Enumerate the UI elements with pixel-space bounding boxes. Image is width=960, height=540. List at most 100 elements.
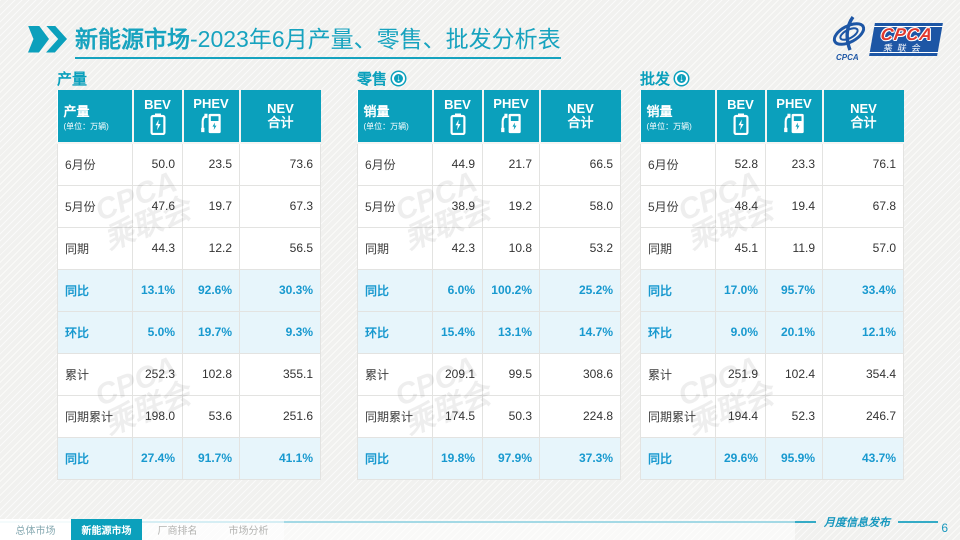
cell-value: 92.6% bbox=[182, 268, 240, 312]
rule-line bbox=[898, 521, 938, 523]
cell-value: 19.7 bbox=[182, 184, 240, 228]
col-header-bev: BEV bbox=[715, 90, 767, 144]
cell-value: 42.3 bbox=[432, 226, 483, 270]
cell-value: 9.3% bbox=[239, 310, 321, 354]
cell-value: 50.3 bbox=[482, 394, 540, 438]
cell-value: 12.1% bbox=[822, 310, 904, 354]
cell-value: 11.9 bbox=[765, 226, 823, 270]
tab-bar-filler bbox=[284, 519, 795, 540]
page-title-emphasis: 新能源市场 bbox=[75, 25, 190, 52]
cell-value: 251.6 bbox=[239, 394, 321, 438]
cell-value: 43.7% bbox=[822, 436, 904, 480]
charger-icon bbox=[500, 113, 521, 134]
cell-value: 194.4 bbox=[715, 394, 766, 438]
footer-nav-tabs: 总体市场 新能源市场 厂商排名 市场分析 bbox=[0, 519, 795, 540]
chevron-right-icon bbox=[46, 25, 67, 53]
row-label: 环比 bbox=[357, 310, 433, 354]
row-label: 累计 bbox=[57, 352, 133, 396]
cell-value: 308.6 bbox=[539, 352, 621, 396]
table-row: 同期 42.3 10.8 53.2 bbox=[357, 226, 621, 270]
cell-value: 13.1% bbox=[482, 310, 540, 354]
cell-value: 58.0 bbox=[539, 184, 621, 228]
table-row: 累计 209.1 99.5 308.6 bbox=[357, 352, 621, 396]
cell-value: 20.1% bbox=[765, 310, 823, 354]
cell-value: 99.5 bbox=[482, 352, 540, 396]
page-title: 新能源市场-2023年6月产量、零售、批发分析表 bbox=[75, 20, 561, 59]
table-row: 同比 17.0% 95.7% 33.4% bbox=[640, 268, 904, 312]
tab-overall-market[interactable]: 总体市场 bbox=[0, 519, 71, 540]
row-label: 同期 bbox=[640, 226, 716, 270]
cell-value: 95.7% bbox=[765, 268, 823, 312]
cell-value: 252.3 bbox=[132, 352, 183, 396]
table-row: 同比 6.0% 100.2% 25.2% bbox=[357, 268, 621, 312]
cell-value: 57.0 bbox=[822, 226, 904, 270]
cell-value: 10.8 bbox=[482, 226, 540, 270]
cell-value: 13.1% bbox=[132, 268, 183, 312]
cpca-emblem-icon: CPCA bbox=[832, 16, 865, 62]
row-label: 5月份 bbox=[640, 184, 716, 228]
cpca-badge: CPCA 乘联会 bbox=[868, 22, 943, 56]
row-label: 6月份 bbox=[357, 142, 433, 186]
cell-value: 251.9 bbox=[715, 352, 766, 396]
col-header-bev: BEV bbox=[132, 90, 184, 144]
table-row: 同比 19.8% 97.9% 37.3% bbox=[357, 436, 621, 480]
row-label: 同比 bbox=[57, 268, 133, 312]
cell-value: 38.9 bbox=[432, 184, 483, 228]
table-header-row: 销量 (单位：万辆) BEV PHEV NEV 合计 bbox=[640, 90, 904, 144]
row-label: 环比 bbox=[640, 310, 716, 354]
cell-value: 102.8 bbox=[182, 352, 240, 396]
col-header-phev: PHEV bbox=[482, 90, 541, 144]
corner-header-unit: (单位：万辆) bbox=[646, 121, 692, 131]
cell-value: 6.0% bbox=[432, 268, 483, 312]
cell-value: 67.8 bbox=[822, 184, 904, 228]
cell-value: 44.3 bbox=[132, 226, 183, 270]
tab-nev-market[interactable]: 新能源市场 bbox=[71, 519, 142, 540]
table-row: 同比 29.6% 95.9% 43.7% bbox=[640, 436, 904, 480]
table-row: 环比 5.0% 19.7% 9.3% bbox=[57, 310, 321, 354]
cell-value: 9.0% bbox=[715, 310, 766, 354]
col-header-bev: BEV bbox=[432, 90, 484, 144]
cell-value: 12.2 bbox=[182, 226, 240, 270]
table-header-row: 产量 (单位：万辆) BEV PHEV NEV 合计 bbox=[57, 90, 321, 144]
cell-value: 19.7% bbox=[182, 310, 240, 354]
row-label: 同比 bbox=[357, 268, 433, 312]
cell-value: 56.5 bbox=[239, 226, 321, 270]
down-arrow-icon: ↓ bbox=[675, 71, 689, 85]
table-row: 累计 252.3 102.8 355.1 bbox=[57, 352, 321, 396]
cell-value: 50.0 bbox=[132, 142, 183, 186]
production-table: 产量 (单位：万辆) BEV PHEV NEV 合计 bbox=[57, 90, 321, 480]
row-label: 5月份 bbox=[357, 184, 433, 228]
row-label: 同期累计 bbox=[57, 394, 133, 438]
table-row: 同期累计 174.5 50.3 224.8 bbox=[357, 394, 621, 438]
charger-icon bbox=[783, 113, 804, 134]
wholesale-table: 销量 (单位：万辆) BEV PHEV NEV 合计 bbox=[640, 90, 904, 480]
cell-value: 17.0% bbox=[715, 268, 766, 312]
table-row: 环比 15.4% 13.1% 14.7% bbox=[357, 310, 621, 354]
cell-value: 67.3 bbox=[239, 184, 321, 228]
col-header-phev: PHEV bbox=[765, 90, 824, 144]
corner-header: 产量 (单位：万辆) bbox=[57, 90, 134, 144]
retail-section-head: 零售 ↓ bbox=[357, 66, 620, 90]
charger-icon bbox=[200, 113, 221, 134]
cell-value: 355.1 bbox=[239, 352, 321, 396]
col-header-nev: NEV 合计 bbox=[239, 90, 321, 144]
cpca-badge-text: CPCA bbox=[879, 24, 935, 44]
row-label: 累计 bbox=[640, 352, 716, 396]
table-row: 同期 44.3 12.2 56.5 bbox=[57, 226, 321, 270]
table-row: 同比 13.1% 92.6% 30.3% bbox=[57, 268, 321, 312]
row-label: 6月份 bbox=[57, 142, 133, 186]
cell-value: 14.7% bbox=[539, 310, 621, 354]
cell-value: 45.1 bbox=[715, 226, 766, 270]
table-row: 5月份 38.9 19.2 58.0 bbox=[357, 184, 621, 228]
corner-header-label: 产量 bbox=[63, 103, 90, 119]
row-label: 6月份 bbox=[640, 142, 716, 186]
tab-market-analysis[interactable]: 市场分析 bbox=[213, 519, 284, 540]
production-section-head: 产量 bbox=[57, 66, 320, 90]
cell-value: 53.6 bbox=[182, 394, 240, 438]
cell-value: 33.4% bbox=[822, 268, 904, 312]
tab-oem-ranking[interactable]: 厂商排名 bbox=[142, 519, 213, 540]
row-label: 同比 bbox=[357, 436, 433, 480]
battery-icon bbox=[450, 113, 465, 135]
page-title-rest: -2023年6月产量、零售、批发分析表 bbox=[190, 25, 561, 52]
